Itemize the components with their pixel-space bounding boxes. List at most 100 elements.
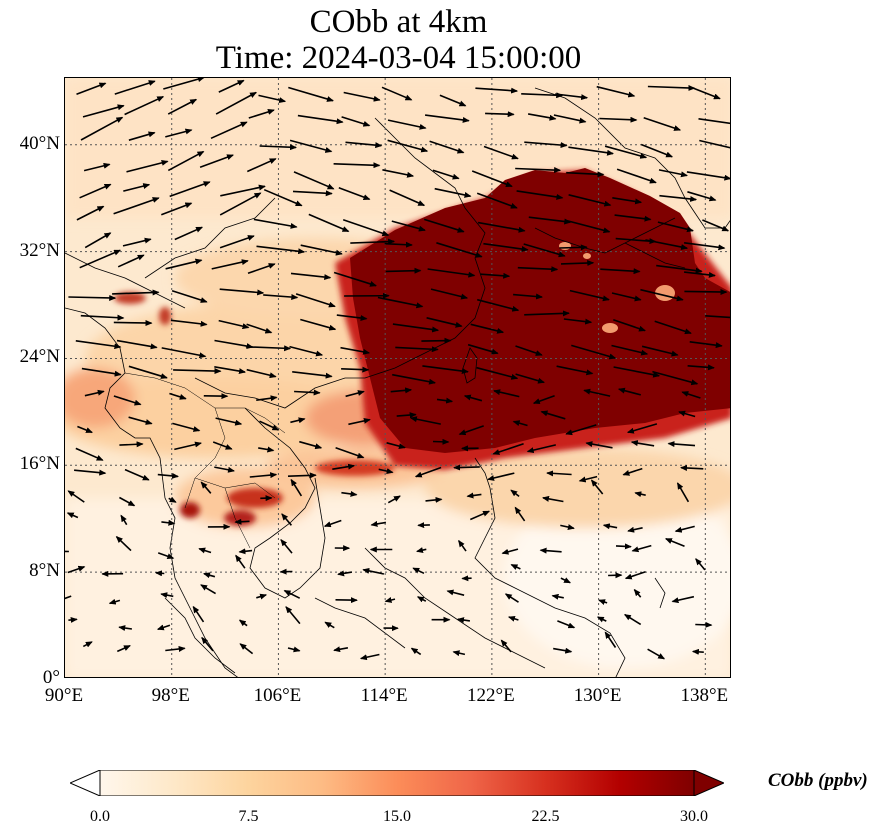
wind-arrow: [288, 86, 334, 102]
lon-tick-label: 122°E: [467, 685, 515, 706]
wind-arrow: [470, 323, 505, 334]
wind-arrow: [439, 94, 467, 107]
lon-tick-label: 130°E: [573, 685, 622, 706]
wind-arrow: [256, 245, 306, 255]
wind-arrow: [161, 202, 193, 216]
wind-arrow: [560, 260, 595, 267]
wind-arrow: [214, 466, 235, 473]
wind-arrow: [343, 91, 381, 102]
wind-arrow: [341, 116, 371, 127]
wind-arrow: [76, 205, 105, 221]
lon-tick-label: 98°E: [151, 685, 190, 706]
wind-arrow: [565, 424, 597, 436]
wind-arrow: [116, 644, 131, 653]
wind-arrow: [324, 621, 335, 629]
wind-arrow: [370, 520, 387, 527]
wind-arrow: [627, 526, 643, 533]
wind-arrow: [487, 472, 515, 481]
wind-arrow: [671, 595, 695, 604]
wind-arrow: [290, 478, 303, 497]
wind-arrow: [387, 139, 429, 153]
wind-arrow: [75, 447, 104, 461]
lat-tick-label: 16°N: [19, 453, 60, 475]
wind-arrow: [614, 214, 652, 222]
wind-arrow: [599, 116, 638, 123]
wind-arrow: [76, 82, 107, 96]
wind-arrow: [414, 466, 442, 478]
wind-arrow: [613, 318, 646, 332]
wind-arrow: [258, 94, 287, 104]
wind-arrow: [118, 625, 133, 632]
wind-arrow: [469, 510, 491, 521]
wind-arrow: [392, 373, 436, 385]
coastlines: [65, 87, 730, 677]
wind-arrow: [333, 271, 377, 287]
wind-arrow: [546, 470, 572, 477]
wind-arrow: [510, 489, 520, 498]
wind-arrow: [560, 524, 575, 530]
wind-arrow: [263, 188, 303, 207]
wind-arrow: [198, 547, 212, 554]
colorbar-min-extend: [70, 770, 101, 796]
wind-arrow: [695, 558, 706, 571]
wind-arrow: [165, 128, 193, 138]
wind-arrow: [283, 589, 301, 599]
lat-tick-label: 40°N: [19, 132, 60, 154]
wind-arrow: [219, 288, 265, 296]
wind-arrow: [493, 389, 520, 398]
wind-arrow: [238, 619, 248, 627]
wind-arrow: [246, 368, 277, 379]
wind-arrow: [539, 547, 562, 554]
wind-arrow: [602, 523, 618, 530]
wind-arrow: [113, 395, 142, 406]
wind-arrow: [384, 241, 413, 248]
wind-arrow: [463, 394, 483, 402]
wind-arrow: [234, 518, 250, 525]
wind-arrow: [430, 288, 469, 300]
wind-arrow: [684, 289, 728, 295]
wind-arrow: [211, 259, 249, 270]
wind-arrow: [501, 548, 519, 555]
wind-arrow: [678, 410, 696, 418]
wind-arrow: [285, 606, 301, 625]
wind-arrow: [466, 492, 482, 499]
wind-arrow: [167, 98, 198, 115]
wind-arrow: [168, 496, 177, 503]
wind-arrow: [640, 288, 684, 302]
wind-arrow: [667, 441, 696, 448]
chart-title-line1: CObb at 4km: [309, 4, 488, 40]
wind-arrow: [532, 395, 555, 405]
wind-arrow: [215, 91, 257, 115]
wind-arrow: [540, 410, 566, 420]
wind-arrow: [566, 171, 605, 178]
wind-arrow: [246, 158, 277, 173]
wind-arrow: [65, 550, 69, 553]
wind-arrow: [246, 323, 273, 334]
wind-arrow: [84, 232, 112, 249]
lon-tick-label: 106°E: [253, 685, 302, 706]
wind-arrow: [647, 84, 696, 91]
wind-arrow: [553, 114, 587, 124]
wind-arrow: [128, 365, 168, 379]
wind-arrow: [507, 615, 519, 622]
wind-arrow: [551, 593, 564, 600]
wind-arrow: [287, 646, 301, 653]
wind-arrow: [161, 347, 207, 359]
wind-arrow: [299, 440, 323, 450]
wind-arrow: [643, 116, 682, 131]
wind-arrow: [436, 242, 483, 258]
wind-arrow: [215, 417, 243, 426]
wind-arrow: [476, 192, 518, 209]
wind-arrow: [345, 390, 365, 398]
wind-arrow: [337, 570, 353, 577]
wind-arrow: [287, 472, 317, 479]
wind-arrow: [569, 289, 610, 302]
wind-arrow: [702, 219, 730, 232]
wind-arrow: [634, 491, 646, 498]
wind-arrow: [590, 479, 604, 495]
wind-arrow: [564, 219, 611, 234]
wind-arrow: [656, 264, 703, 274]
wind-arrow: [652, 370, 699, 386]
lon-tick-label: 138°E: [680, 685, 729, 706]
wind-arrow: [630, 440, 655, 447]
